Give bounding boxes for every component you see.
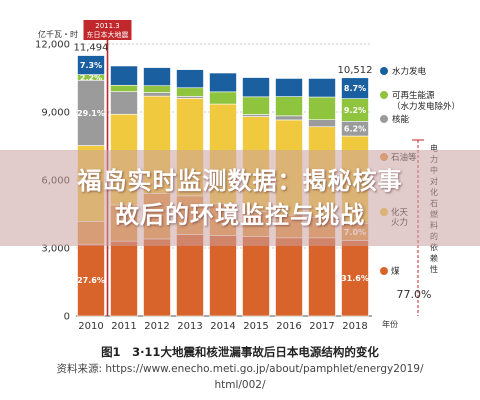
x-tick-label: 2017 bbox=[309, 321, 334, 332]
x-tick-label: 2010 bbox=[78, 321, 103, 332]
bar-segment bbox=[341, 77, 369, 99]
y-tick-label: 0 bbox=[64, 312, 70, 323]
banner-line-1: 福岛实时监测数据：揭秘核事 bbox=[77, 167, 403, 195]
x-tick-label: 2015 bbox=[243, 321, 268, 332]
y-axis-label: 亿千瓦・时 bbox=[38, 29, 78, 39]
bar-segment bbox=[242, 114, 270, 117]
y-tick-label: 3,000 bbox=[41, 244, 70, 255]
data-label: 9.2% bbox=[344, 106, 366, 115]
legend-label: 可再生能源 bbox=[392, 90, 435, 101]
legend-label: （水力发电除外） bbox=[392, 101, 460, 112]
bar-segment bbox=[143, 238, 171, 317]
earthquake-label: 东日本大地震 bbox=[87, 30, 129, 39]
data-label: 6.2% bbox=[344, 125, 366, 134]
bar-segment bbox=[176, 87, 204, 97]
bar-segment bbox=[176, 69, 204, 89]
bar-segment bbox=[176, 96, 204, 99]
x-axis-unit: 年份 bbox=[382, 319, 398, 329]
banner-line-2: 故后的环境监控与挑战 bbox=[115, 201, 365, 229]
bar-segment bbox=[77, 79, 105, 146]
x-tick-label: 2012 bbox=[144, 321, 169, 332]
legend-swatch bbox=[380, 91, 388, 99]
annotation-char: 依 bbox=[430, 242, 438, 252]
bar-segment bbox=[77, 55, 105, 75]
bar-segment bbox=[242, 236, 270, 317]
bar-segment bbox=[242, 77, 270, 98]
source-line-2: html/002/ bbox=[214, 379, 266, 391]
x-tick-label: 2018 bbox=[342, 321, 367, 332]
bar-segment bbox=[308, 237, 336, 317]
legend-label: 煤 bbox=[391, 266, 400, 277]
fossil-percent: 77.0% bbox=[397, 288, 432, 301]
bar-segment bbox=[308, 96, 336, 121]
bar-segment bbox=[209, 72, 237, 93]
bar-segment bbox=[275, 96, 303, 117]
bar-segment bbox=[308, 78, 336, 98]
bar-total-label: 10,512 bbox=[338, 65, 373, 76]
data-label: 7.3% bbox=[80, 61, 102, 70]
annotation-char: 电 bbox=[430, 143, 438, 153]
overlay-banner: 福岛实时监测数据：揭秘核事 故后的环境监控与挑战 bbox=[0, 150, 480, 246]
bar-segment bbox=[143, 92, 171, 97]
y-tick-label: 9,000 bbox=[41, 108, 70, 119]
bar-segment bbox=[308, 119, 336, 128]
y-tick-label: 12,000 bbox=[35, 40, 70, 51]
bar-segment bbox=[209, 235, 237, 317]
annotation-char: 性 bbox=[430, 264, 438, 274]
bar-segment bbox=[110, 240, 138, 317]
bar-segment bbox=[176, 234, 204, 317]
data-label: 8.7% bbox=[344, 84, 366, 93]
x-tick-label: 2016 bbox=[276, 321, 301, 332]
data-label: 29.1% bbox=[77, 109, 105, 118]
data-label: 27.6% bbox=[77, 276, 105, 285]
legend-label: 水力发电 bbox=[392, 66, 427, 77]
bar-segment bbox=[242, 96, 270, 115]
bar-segment bbox=[209, 91, 237, 105]
earthquake-label: 2011.3 bbox=[95, 22, 120, 30]
bar-segment bbox=[110, 84, 138, 92]
bar-segment bbox=[275, 115, 303, 121]
bar-segment bbox=[143, 67, 171, 87]
legend-swatch bbox=[380, 115, 388, 123]
figure-caption: 图1 3·11大地震和核泄漏事故后日本电源结构的变化 bbox=[101, 345, 379, 359]
x-tick-label: 2014 bbox=[210, 321, 235, 332]
data-label: 31.6% bbox=[341, 274, 369, 283]
bar-segment bbox=[77, 243, 105, 317]
bar-segment bbox=[110, 65, 138, 86]
x-tick-label: 2011 bbox=[111, 321, 136, 332]
data-label: 2.2% bbox=[80, 73, 102, 82]
bar-segment bbox=[143, 85, 171, 93]
legend-swatch bbox=[380, 267, 388, 275]
legend-label: 核能 bbox=[392, 114, 410, 125]
annotation-char: 赖 bbox=[430, 253, 438, 263]
source-line-1: 资料来源: https://www.enecho.meti.go.jp/abou… bbox=[56, 363, 424, 375]
x-tick-labels: 2010 2011 2012 2013 2014 2015 2016 2017 2018 bbox=[78, 321, 367, 332]
bar-segment bbox=[341, 239, 369, 317]
earthquake-badge bbox=[83, 20, 132, 40]
legend-swatch bbox=[380, 67, 388, 75]
bar-segment bbox=[275, 78, 303, 97]
x-tick-label: 2013 bbox=[177, 321, 202, 332]
bar-segment bbox=[275, 237, 303, 317]
bar-total-label: 11,494 bbox=[74, 43, 109, 54]
bar-segment bbox=[110, 91, 138, 115]
